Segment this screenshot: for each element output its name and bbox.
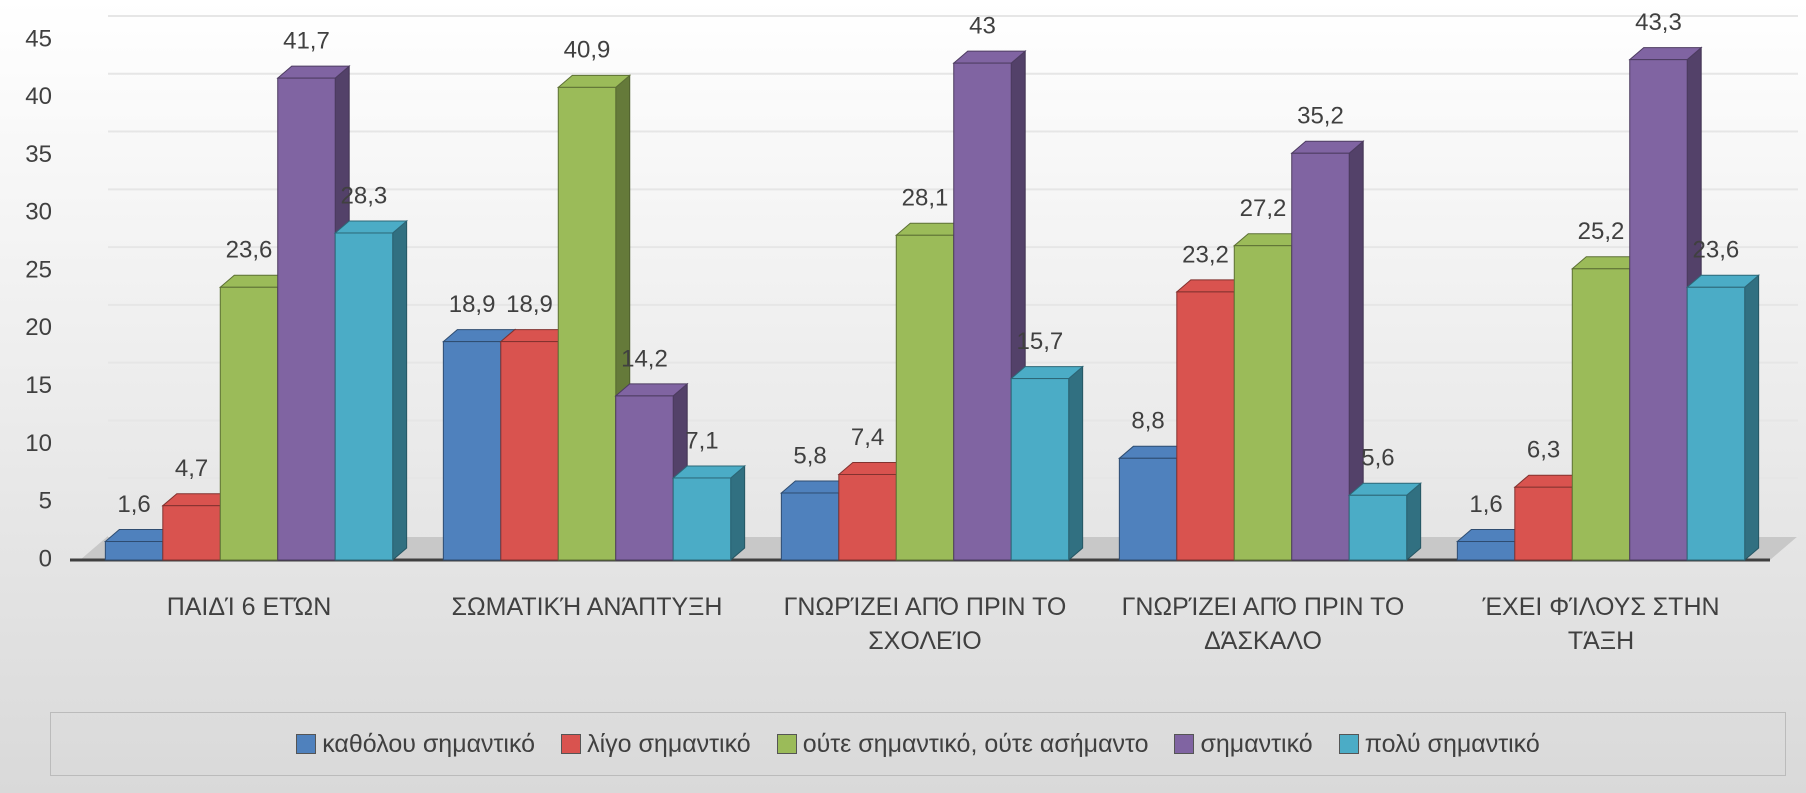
- bar: [1347, 482, 1423, 562]
- value-label: 28,1: [902, 185, 949, 212]
- bar-front: [895, 234, 955, 561]
- bar-front: [672, 477, 732, 561]
- bar: [671, 464, 747, 562]
- legend-label: καθόλου σημαντικό: [322, 729, 536, 758]
- value-label: 6,3: [1527, 437, 1560, 464]
- value-label: 18,9: [506, 291, 553, 318]
- x-tick-label: ΓΝΩΡΊΖΕΙ ΑΠΌ ΠΡΙΝ ΤΟ ΣΧΟΛΕΊΟ: [783, 593, 1067, 655]
- y-tick-label: 10: [25, 430, 52, 457]
- x-tick-label: ΓΝΩΡΊΖΕΙ ΑΠΌ ΠΡΙΝ ΤΟ ΔΆΣΚΑΛΟ: [1121, 593, 1405, 655]
- value-label: 15,7: [1017, 328, 1064, 355]
- y-tick-label: 30: [25, 199, 52, 226]
- legend-item: σημαντικό: [1174, 729, 1313, 759]
- y-tick-label: 0: [39, 545, 52, 572]
- bar-side: [1068, 365, 1084, 562]
- bar-front: [277, 77, 336, 561]
- value-label: 5,6: [1361, 445, 1394, 472]
- bar: [1009, 365, 1085, 562]
- bar-front: [838, 473, 897, 561]
- bar-side: [1744, 274, 1760, 562]
- legend-item: ούτε σημαντικό, ούτε ασήμαντο: [776, 729, 1149, 759]
- value-label: 23,6: [1693, 237, 1740, 264]
- value-label: 43: [969, 12, 996, 39]
- bar-side: [730, 464, 746, 562]
- value-label: 40,9: [564, 37, 611, 64]
- legend-item: λίγο σημαντικό: [561, 730, 751, 759]
- bar-front: [442, 341, 502, 561]
- legend-item: πολύ σημαντικό: [1338, 729, 1540, 759]
- bar-side: [1406, 482, 1422, 562]
- bar-front: [953, 62, 1012, 561]
- legend-swatch: [561, 734, 582, 754]
- legend-label: σημαντικό: [1200, 729, 1313, 758]
- legend: καθόλου σημαντικό λίγο σημαντικό ούτε σημα…: [50, 712, 1786, 776]
- value-label: 4,7: [175, 455, 208, 482]
- legend-swatch: [296, 734, 317, 754]
- y-tick-label: 15: [25, 372, 52, 399]
- value-label: 1,6: [1469, 491, 1502, 518]
- bar-front: [1010, 378, 1070, 561]
- bar-front: [557, 86, 617, 561]
- value-label: 23,6: [226, 237, 273, 264]
- value-label: 43,3: [1635, 9, 1682, 36]
- value-label: 8,8: [1131, 408, 1164, 435]
- value-label: 28,3: [341, 182, 388, 209]
- bar-front: [219, 286, 279, 561]
- bar-front: [1348, 494, 1408, 561]
- value-label: 18,9: [449, 291, 496, 318]
- y-tick-label: 5: [39, 488, 52, 515]
- bar-front: [780, 492, 840, 561]
- y-tick-label: 20: [25, 314, 52, 341]
- bar-front: [104, 541, 164, 561]
- value-label: 7,1: [685, 427, 718, 454]
- legend-label: λίγο σημαντικό: [587, 729, 751, 758]
- legend-item: καθόλου σημαντικό: [296, 730, 535, 759]
- value-label: 5,8: [793, 442, 826, 469]
- value-label: 35,2: [1297, 103, 1344, 130]
- bar-front: [1571, 268, 1631, 561]
- legend-label: ούτε σημαντικό, ούτε ασήμαντο: [802, 729, 1149, 758]
- bar-front: [162, 505, 221, 561]
- bar-front: [1456, 541, 1516, 561]
- bar-front: [1176, 291, 1235, 561]
- value-label: 1,6: [117, 491, 150, 518]
- bar-front: [1291, 152, 1350, 561]
- bar-front: [1233, 245, 1293, 561]
- bar-front: [1118, 457, 1178, 561]
- bar: [1685, 274, 1761, 562]
- x-tick-label: ΈΧΕΙ ΦΊΛΟΥΣ ΣΤΗΝ ΤΆΞΗ: [1482, 593, 1720, 655]
- value-label: 14,2: [621, 345, 668, 372]
- legend-label: πολύ σημαντικό: [1364, 729, 1540, 758]
- bar-front: [500, 341, 559, 561]
- bar-front: [1686, 286, 1746, 561]
- bar-front: [1514, 486, 1573, 561]
- y-tick-label: 35: [25, 141, 52, 168]
- x-tick-label: ΣΩΜΑΤΙΚΉ ΑΝΆΠΤΥΞΗ: [451, 593, 723, 621]
- bar-side: [392, 219, 408, 562]
- bar-front: [1629, 59, 1688, 561]
- bar: [1290, 140, 1365, 562]
- value-label: 25,2: [1578, 218, 1625, 245]
- value-label: 7,4: [851, 424, 884, 451]
- value-label: 27,2: [1240, 195, 1287, 222]
- legend-swatch: [1338, 734, 1359, 754]
- value-label: 23,2: [1182, 241, 1229, 268]
- y-tick-label: 45: [25, 25, 52, 52]
- bar-front: [615, 395, 674, 561]
- y-tick-label: 25: [25, 256, 52, 283]
- legend-swatch: [1174, 734, 1195, 754]
- bar: [333, 219, 409, 562]
- y-tick-label: 40: [25, 83, 52, 110]
- x-tick-label: ΠΑΙΔΊ 6 ΕΤΏΝ: [166, 593, 332, 621]
- bar-front: [334, 232, 394, 561]
- value-label: 41,7: [283, 27, 330, 54]
- legend-swatch: [776, 734, 797, 754]
